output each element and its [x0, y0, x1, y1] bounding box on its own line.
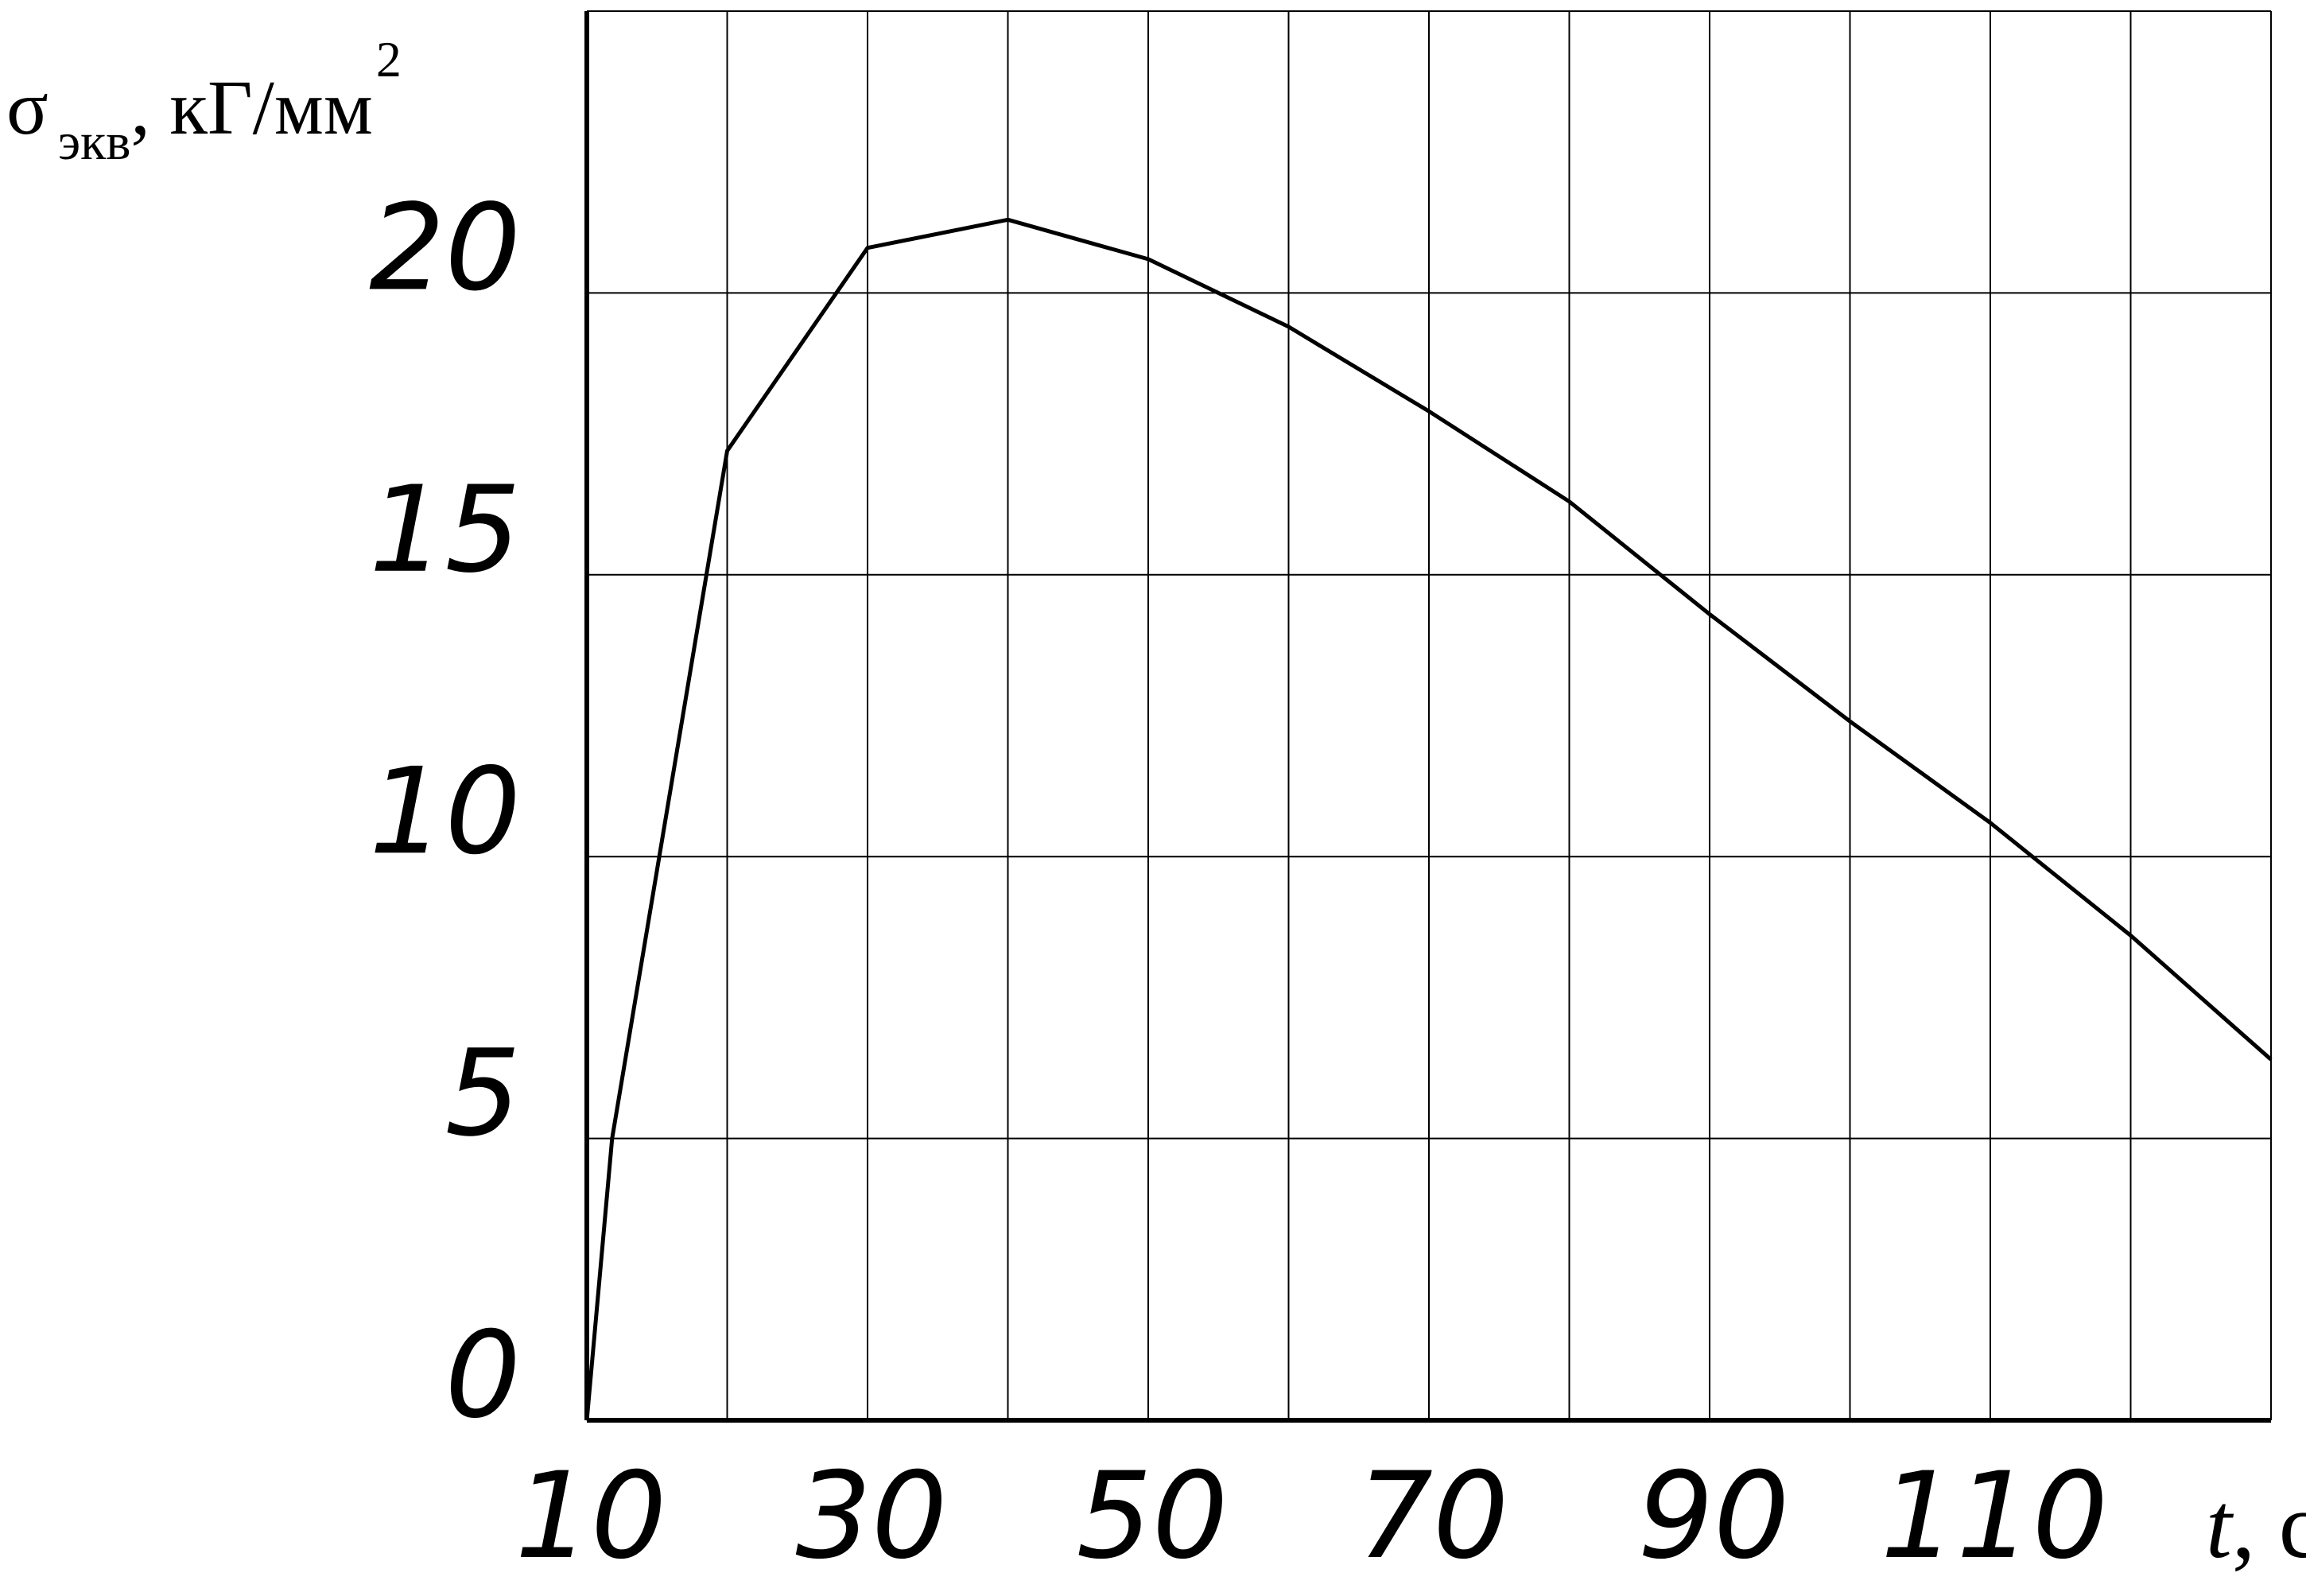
- data-point-0-1: [611, 1138, 613, 1140]
- x-axis-unit: , с: [2232, 1474, 2306, 1578]
- data-point-0-5: [1147, 258, 1149, 260]
- x-axis-symbol: t: [2206, 1474, 2234, 1578]
- data-point-0-13: [2270, 1058, 2272, 1060]
- series-line-0: [584, 217, 2273, 1421]
- x-axis-label: t, с: [2206, 1474, 2306, 1578]
- y-tick-label-3: 15: [369, 461, 521, 600]
- grid: [586, 10, 2272, 1421]
- x-tick-label-5: 110: [1881, 1447, 2108, 1586]
- x-tick-label-1: 30: [796, 1447, 948, 1586]
- x-tick-labels: 10 30 50 70 90 110: [515, 1447, 2109, 1586]
- svg-text:t, с: t, с: [2206, 1474, 2306, 1578]
- y-tick-label-2: 10: [369, 743, 521, 881]
- y-tick-label-1: 5: [445, 1025, 521, 1163]
- data-point-0-11: [1990, 822, 1991, 824]
- data-point-0-2: [727, 450, 728, 452]
- y-axis-unit: , кГ/мм: [130, 65, 373, 151]
- data-point-0-12: [2130, 934, 2131, 936]
- data-point-0-4: [1007, 219, 1008, 220]
- x-tick-label-3: 70: [1357, 1447, 1509, 1586]
- y-axis-symbol: σ: [6, 65, 49, 151]
- x-tick-label-0: 10: [515, 1447, 667, 1586]
- data-point-0-7: [1428, 410, 1430, 412]
- y-axis-label: σ экв, кГ/мм2: [6, 31, 402, 171]
- y-axis-superscript: 2: [376, 31, 402, 87]
- y-tick-label-4: 20: [369, 179, 521, 317]
- x-tick-label-2: 50: [1077, 1447, 1229, 1586]
- data-point-0-0: [586, 1419, 588, 1421]
- x-tick-label-4: 90: [1638, 1447, 1790, 1586]
- data-point-0-6: [1288, 326, 1289, 328]
- axes: [584, 11, 2271, 1423]
- y-axis-subscript: экв: [58, 113, 131, 171]
- data-point-0-8: [1569, 501, 1570, 503]
- series: [584, 217, 2273, 1421]
- y-tick-label-0: 0: [445, 1307, 521, 1445]
- y-tick-labels: 0 5 10 15 20: [369, 179, 521, 1445]
